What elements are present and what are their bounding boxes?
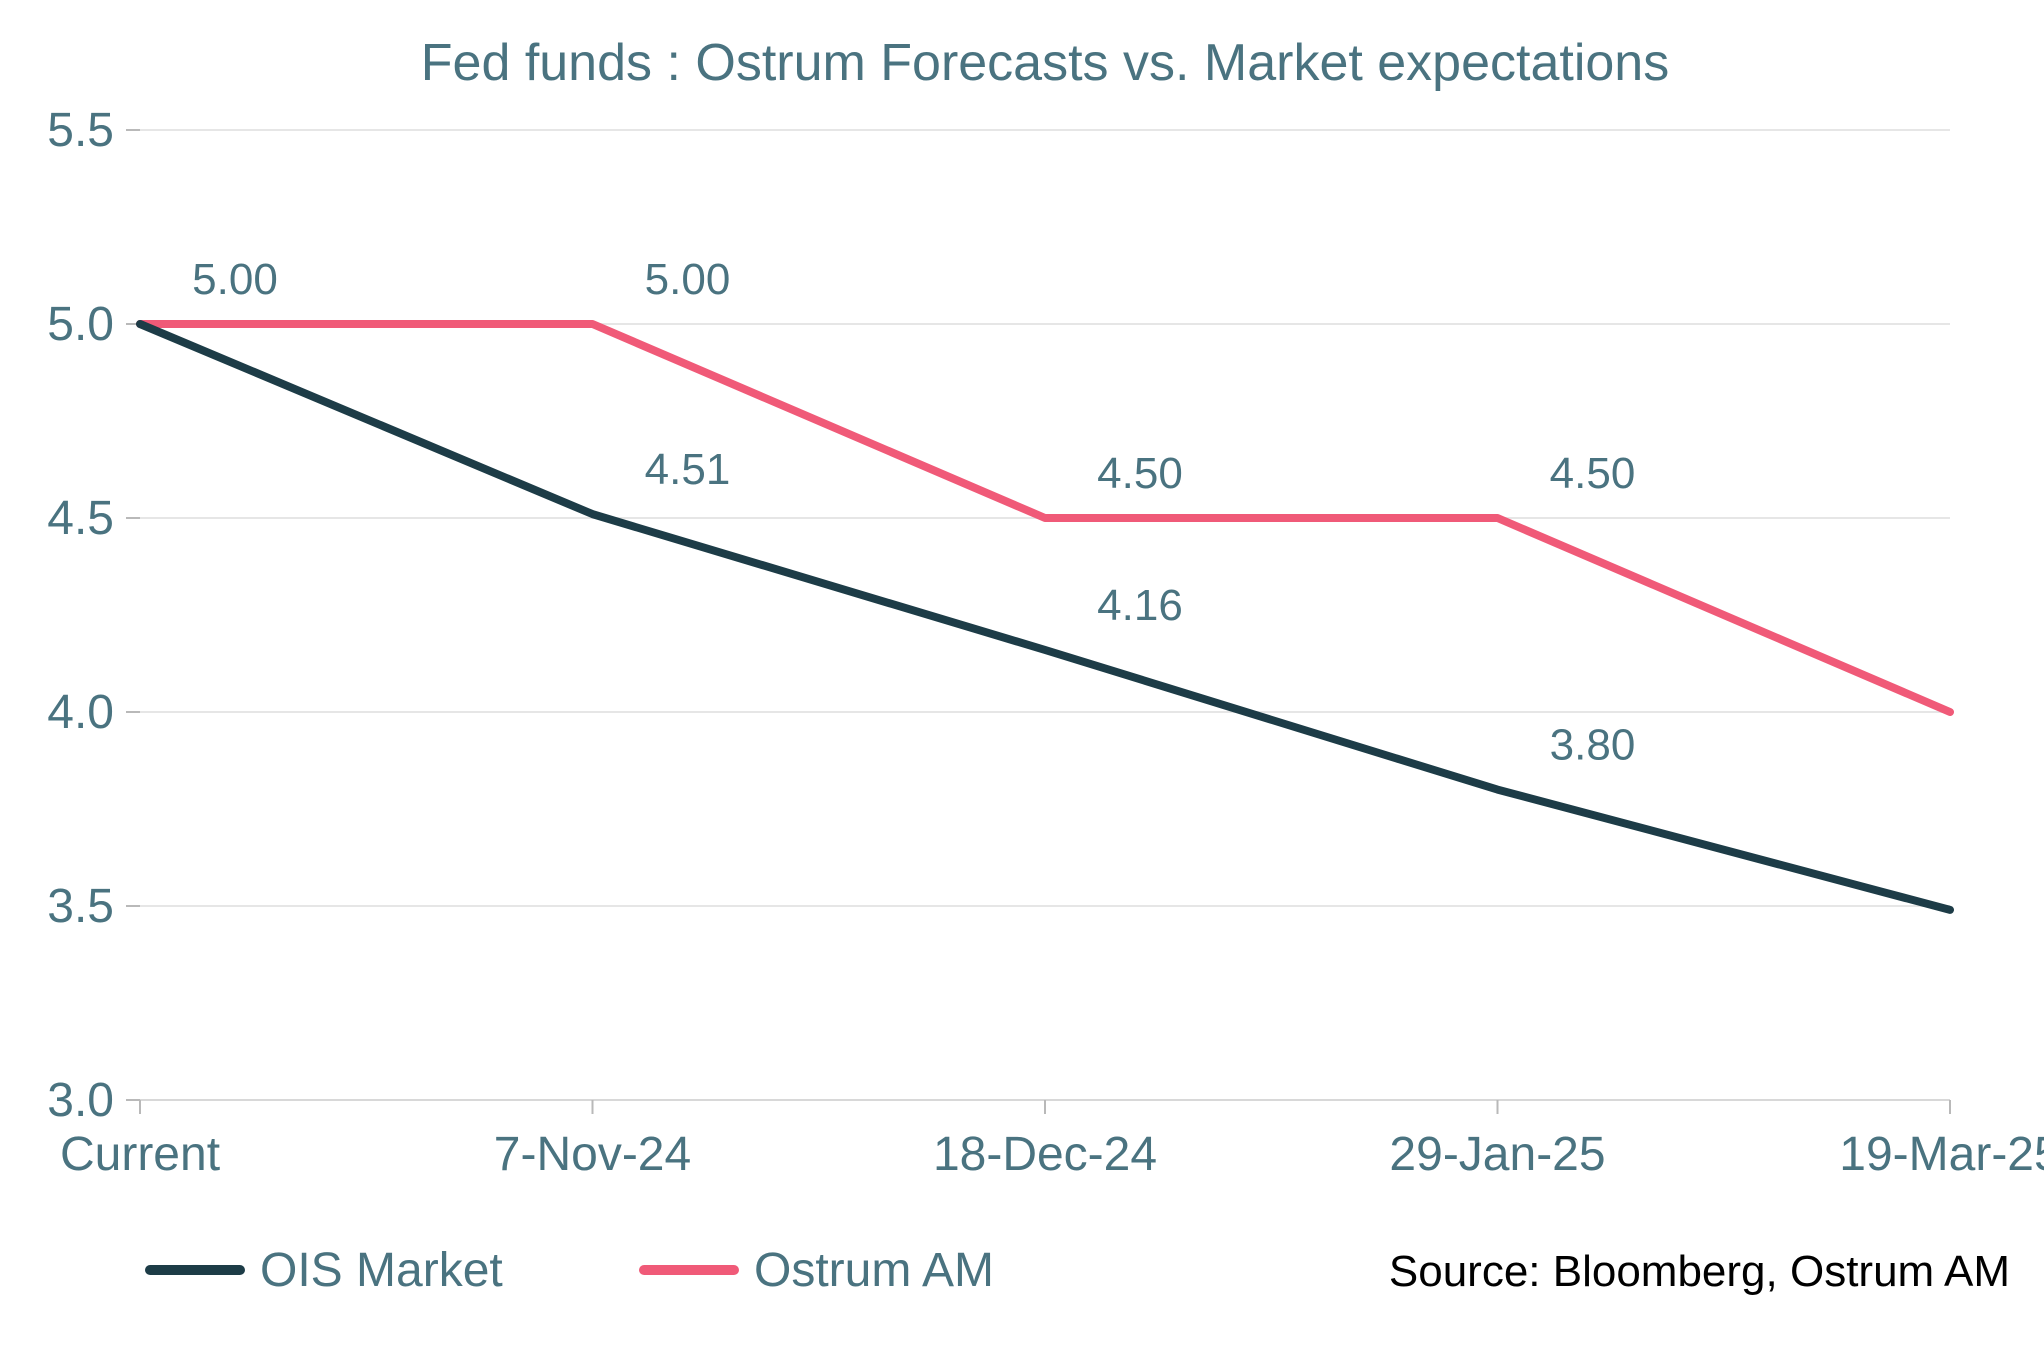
data-label: 4.51 (645, 445, 731, 494)
y-axis-label: 5.0 (47, 298, 114, 351)
data-label: 5.00 (192, 255, 278, 304)
y-axis-label: 4.5 (47, 492, 114, 545)
x-axis-label: 7-Nov-24 (494, 1128, 691, 1181)
data-label: 4.50 (1550, 449, 1636, 498)
legend-label: OIS Market (260, 1244, 503, 1297)
data-label: 5.00 (645, 255, 731, 304)
x-axis-label: Current (60, 1128, 220, 1181)
y-axis-label: 5.5 (47, 104, 114, 157)
y-axis-label: 3.5 (47, 880, 114, 933)
line-chart: Fed funds : Ostrum Forecasts vs. Market … (0, 0, 2044, 1345)
chart-container: Fed funds : Ostrum Forecasts vs. Market … (0, 0, 2044, 1345)
data-label: 4.50 (1097, 449, 1183, 498)
chart-title: Fed funds : Ostrum Forecasts vs. Market … (421, 34, 1669, 92)
y-axis-label: 3.0 (47, 1074, 114, 1127)
source-text: Source: Bloomberg, Ostrum AM (1389, 1247, 2010, 1296)
data-label: 4.16 (1097, 581, 1183, 630)
y-axis-label: 4.0 (47, 686, 114, 739)
legend-label: Ostrum AM (754, 1244, 994, 1297)
x-axis-label: 19-Mar-25 (1839, 1128, 2044, 1181)
x-axis-label: 18-Dec-24 (933, 1128, 1157, 1181)
data-label: 3.80 (1550, 721, 1636, 770)
x-axis-label: 29-Jan-25 (1389, 1128, 1605, 1181)
